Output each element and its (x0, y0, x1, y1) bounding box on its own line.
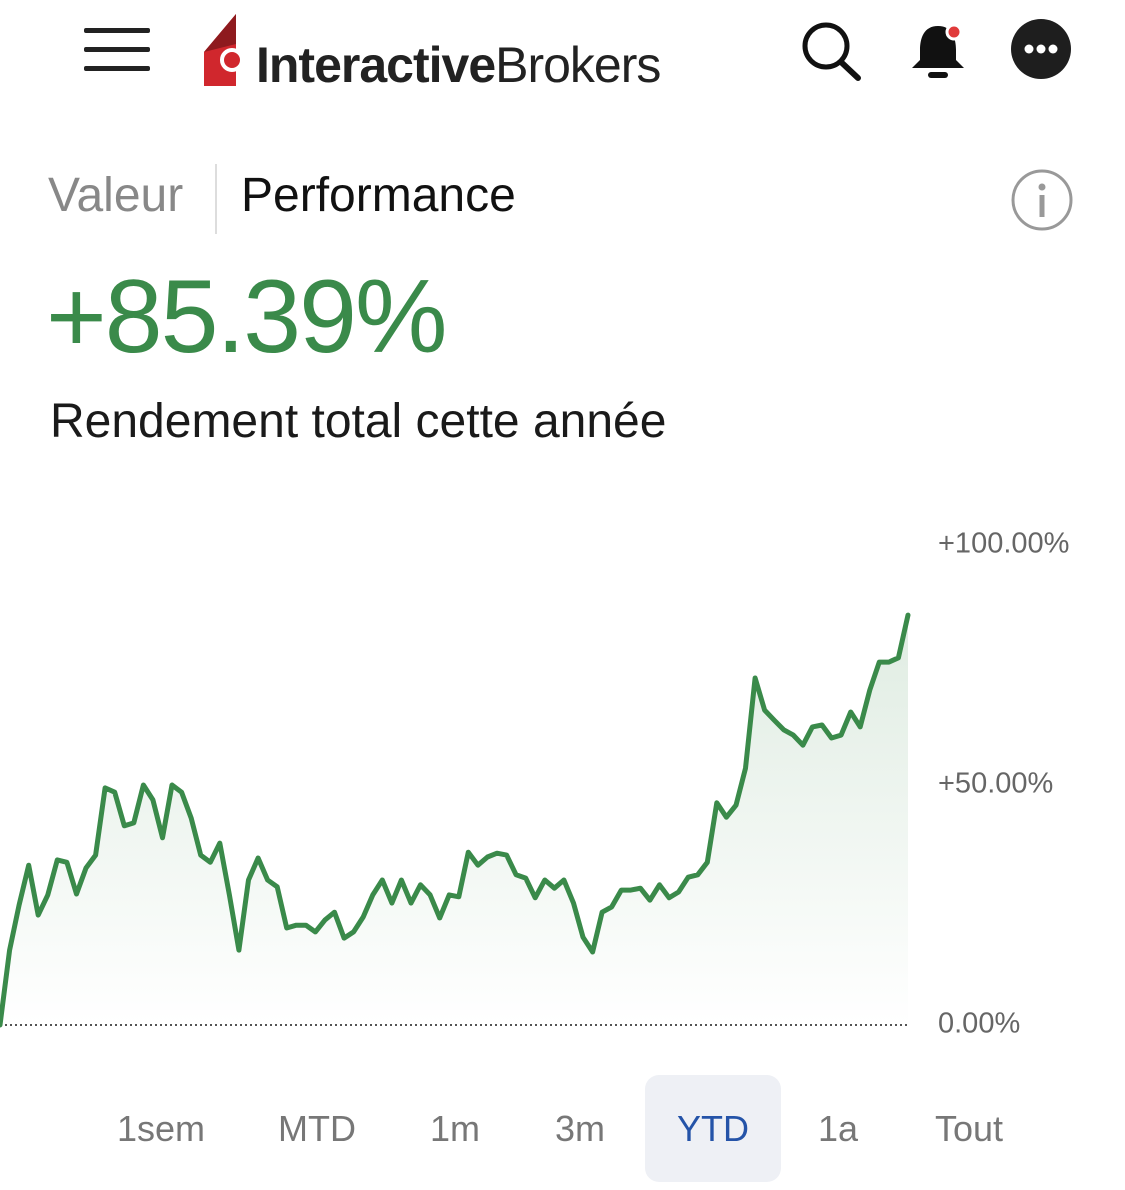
range-button[interactable]: 1a (817, 1108, 859, 1149)
tab-performance[interactable]: Performance (241, 169, 516, 222)
line (0, 612, 911, 1028)
logo-icon (204, 14, 244, 86)
logo-regular: Brokers (495, 37, 661, 93)
range-button[interactable]: 1m (429, 1108, 480, 1149)
logo-bold: Interactive (256, 37, 496, 93)
tab-separator (215, 164, 217, 234)
range-button-selected[interactable]: YTD (645, 1075, 781, 1182)
more-button[interactable] (1010, 18, 1072, 80)
return-label: Rendement total cette année (50, 395, 667, 448)
search-button[interactable] (798, 20, 864, 82)
logo: InteractiveBrokers (256, 36, 661, 94)
y-tick-label: +100.00% (938, 528, 1069, 560)
range-button[interactable]: 1sem (116, 1108, 206, 1149)
area (0, 615, 908, 1025)
y-tick-label: 0.00% (938, 1008, 1020, 1040)
menu-button[interactable] (80, 26, 152, 74)
info-button[interactable] (1010, 168, 1074, 232)
return-value: +85.39% (46, 259, 447, 375)
notifications-button[interactable] (906, 20, 970, 84)
y-tick-label: +50.00% (938, 768, 1053, 800)
range-button[interactable]: Tout (934, 1108, 1004, 1149)
tab-value[interactable]: Valeur (48, 169, 184, 222)
chart: +100.00% +50.00% 0.00% (0, 528, 1069, 1040)
range-button[interactable]: MTD (278, 1108, 356, 1149)
range-button[interactable]: 3m (554, 1108, 605, 1149)
